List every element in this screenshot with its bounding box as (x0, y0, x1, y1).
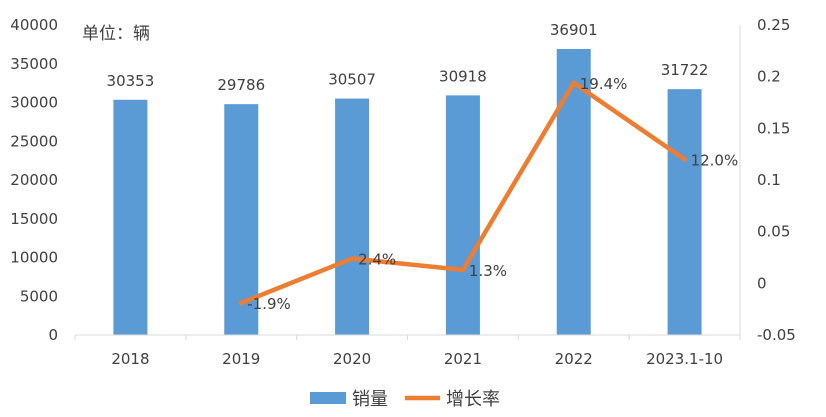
y-right-tick-label: 0.2 (757, 68, 781, 86)
y-right-tick-label: 0 (757, 274, 767, 292)
line-series: -1.9% 2.4% 1.3% 19.4% 12.0% (238, 75, 739, 313)
x-tick-label: 2022 (555, 350, 593, 368)
x-tick-label: 2018 (111, 350, 149, 368)
bar-data-label: 30507 (328, 71, 376, 89)
legend-label-line: 增长率 (446, 389, 500, 410)
y-right-tick-label: 0.15 (757, 119, 790, 137)
y-right-tick-label: 0.1 (757, 171, 781, 189)
bar-data-label: 30353 (107, 72, 155, 90)
y-left-tick-label: 5000 (20, 287, 58, 305)
line-point (571, 80, 577, 86)
bar (113, 99, 148, 335)
line-point (682, 156, 688, 162)
bar (335, 98, 370, 336)
legend-swatch-bar (310, 392, 346, 404)
y-right-tick-label: 0.25 (757, 16, 790, 34)
line-point (460, 267, 466, 273)
bar-data-label: 30918 (439, 67, 487, 85)
line-data-label: 19.4% (580, 75, 628, 93)
bar (556, 49, 591, 336)
left-axis: 0 5000 10000 15000 20000 25000 30000 35000 40000 (10, 16, 58, 344)
line-data-label: -1.9% (247, 295, 291, 313)
x-tick-label: 2020 (333, 350, 371, 368)
bar-data-label: 29786 (217, 76, 265, 94)
x-axis: 2018 2019 2020 2021 2022 2023.1-10 (74, 334, 741, 368)
y-left-tick-label: 15000 (10, 210, 58, 228)
x-tick-label: 2021 (444, 350, 482, 368)
line-data-label: 2.4% (358, 251, 396, 269)
bar (667, 89, 702, 335)
unit-label: 单位：辆 (82, 24, 150, 44)
legend-label-bar: 销量 (352, 389, 388, 410)
y-right-tick-label: -0.05 (757, 326, 796, 344)
x-tick-label: 2023.1-10 (646, 350, 723, 368)
y-left-tick-label: 25000 (10, 132, 58, 150)
bar (445, 95, 480, 335)
y-left-tick-label: 10000 (10, 249, 58, 267)
y-right-tick-label: 0.05 (757, 223, 790, 241)
line-point (238, 300, 244, 306)
bar-series: 30353 29786 30507 30918 36901 31722 (107, 21, 709, 336)
right-axis: -0.05 0 0.05 0.1 0.15 0.2 0.25 (739, 16, 796, 344)
y-left-tick-label: 35000 (10, 55, 58, 73)
bar-data-label: 36901 (550, 21, 598, 39)
line-data-label: 1.3% (469, 262, 507, 280)
y-left-tick-label: 40000 (10, 16, 58, 34)
y-left-tick-label: 20000 (10, 171, 58, 189)
y-left-tick-label: 0 (48, 326, 58, 344)
x-tick-label: 2019 (222, 350, 260, 368)
legend: 销量 增长率 (310, 389, 500, 410)
bar-data-label: 31722 (661, 61, 709, 79)
y-left-tick-label: 30000 (10, 94, 58, 112)
line-point (349, 256, 355, 262)
line-data-label: 12.0% (691, 151, 739, 169)
